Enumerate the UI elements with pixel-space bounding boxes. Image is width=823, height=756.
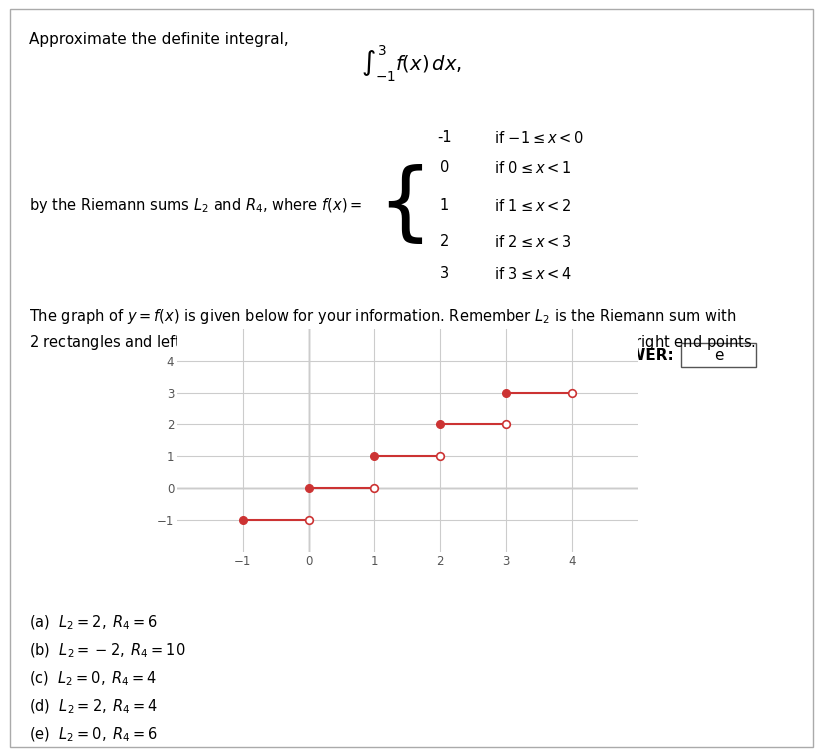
Text: 3: 3 [439, 266, 449, 281]
Text: Approximate the definite integral,: Approximate the definite integral, [29, 32, 289, 47]
Text: (a)  $L_2 = 2,\; R_4 = 6$: (a) $L_2 = 2,\; R_4 = 6$ [29, 614, 158, 632]
Text: -1: -1 [437, 130, 452, 145]
Text: 1: 1 [439, 198, 449, 213]
Text: if $2 \leq x < 3$: if $2 \leq x < 3$ [494, 234, 571, 250]
FancyBboxPatch shape [681, 343, 756, 367]
Text: 0: 0 [439, 160, 449, 175]
Text: if $-1 \leq x < 0$: if $-1 \leq x < 0$ [494, 129, 584, 146]
Text: (c)  $L_2 = 0,\; R_4 = 4$: (c) $L_2 = 0,\; R_4 = 4$ [29, 670, 157, 688]
Text: if $3 \leq x < 4$: if $3 \leq x < 4$ [494, 265, 572, 282]
Text: (b)  $L_2 = -2,\; R_4 = 10$: (b) $L_2 = -2,\; R_4 = 10$ [29, 642, 185, 660]
Text: 2: 2 [439, 234, 449, 249]
Text: (e)  $L_2 = 0,\; R_4 = 6$: (e) $L_2 = 0,\; R_4 = 6$ [29, 726, 158, 744]
Text: if $0 \leq x < 1$: if $0 \leq x < 1$ [494, 160, 571, 176]
Text: ANSWER:: ANSWER: [594, 348, 675, 363]
Text: if $1 \leq x < 2$: if $1 \leq x < 2$ [494, 197, 571, 214]
Text: The graph of $y = f(x)$ is given below for your information. Remember $L_2$ is t: The graph of $y = f(x)$ is given below f… [29, 307, 737, 326]
Text: e: e [714, 348, 723, 363]
Text: $\int_{-1}^{3} f(x)\, dx,$: $\int_{-1}^{3} f(x)\, dx,$ [361, 44, 462, 84]
Text: 2 rectangles and left end points and $R_4$ is the Riemann sum with 4 rectangles : 2 rectangles and left end points and $R_… [29, 333, 756, 352]
Text: (d)  $L_2 = 2,\; R_4 = 4$: (d) $L_2 = 2,\; R_4 = 4$ [29, 698, 158, 716]
Text: by the Riemann sums $L_2$ and $R_4$, where $f(x) =$: by the Riemann sums $L_2$ and $R_4$, whe… [29, 196, 362, 215]
Text: {: { [378, 164, 432, 247]
